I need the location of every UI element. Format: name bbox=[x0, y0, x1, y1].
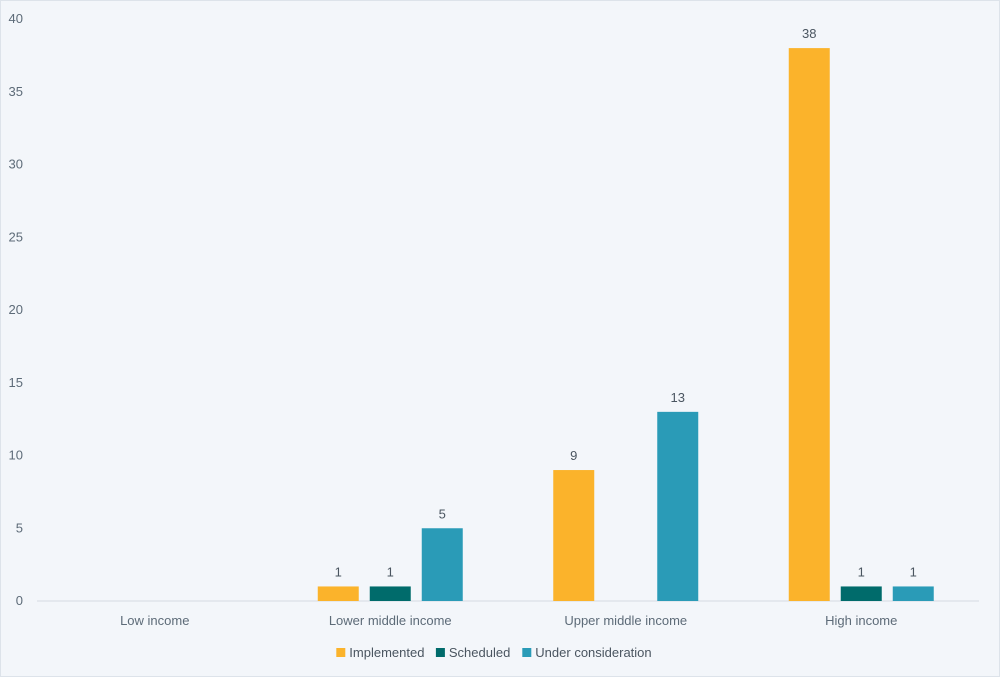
legend-swatch bbox=[522, 648, 532, 657]
y-tick-label: 35 bbox=[9, 84, 23, 99]
x-tick-label: Upper middle income bbox=[564, 613, 687, 628]
x-tick-label: High income bbox=[825, 613, 897, 628]
y-tick-label: 40 bbox=[9, 11, 23, 26]
legend-swatch bbox=[435, 648, 445, 657]
data-label: 5 bbox=[439, 506, 446, 521]
x-axis: Low income Lower middle income Upper middl… bbox=[120, 613, 897, 628]
data-label: 13 bbox=[671, 390, 685, 405]
bar bbox=[892, 586, 934, 601]
y-tick-label: 30 bbox=[9, 157, 23, 172]
data-label: 1 bbox=[858, 564, 865, 579]
bar bbox=[788, 48, 830, 602]
y-tick-label: 20 bbox=[9, 302, 23, 317]
y-tick-label: 10 bbox=[9, 448, 23, 463]
legend-item: Scheduled bbox=[435, 645, 510, 660]
data-label: 1 bbox=[335, 564, 342, 579]
x-tick-label: Low income bbox=[120, 613, 189, 628]
y-tick-label: 25 bbox=[9, 229, 23, 244]
bar bbox=[369, 586, 411, 601]
data-label: 9 bbox=[570, 448, 577, 463]
bar bbox=[421, 528, 463, 601]
y-tick-label: 5 bbox=[16, 520, 23, 535]
y-axis: 0 5 10 15 20 25 30 35 40 bbox=[9, 11, 23, 608]
bar bbox=[317, 586, 359, 601]
x-tick-label: Lower middle income bbox=[329, 613, 452, 628]
data-label: 1 bbox=[387, 564, 394, 579]
bar bbox=[657, 411, 699, 601]
legend-label: Under consideration bbox=[535, 645, 651, 660]
y-tick-label: 15 bbox=[9, 375, 23, 390]
data-label: 1 bbox=[910, 564, 917, 579]
legend-label: Scheduled bbox=[449, 645, 510, 660]
data-label: 38 bbox=[802, 26, 816, 41]
legend-swatch bbox=[336, 648, 346, 657]
legend-label: Implemented bbox=[349, 645, 424, 660]
legend-item: Implemented bbox=[336, 645, 424, 660]
bars: 1 1 5 9 13 38 1 1 bbox=[317, 26, 934, 602]
bar bbox=[553, 470, 595, 601]
bar bbox=[840, 586, 882, 601]
legend-item: Under consideration bbox=[522, 645, 652, 660]
y-tick-label: 0 bbox=[16, 593, 23, 608]
legend: Implemented Scheduled Under consideration bbox=[336, 645, 652, 660]
